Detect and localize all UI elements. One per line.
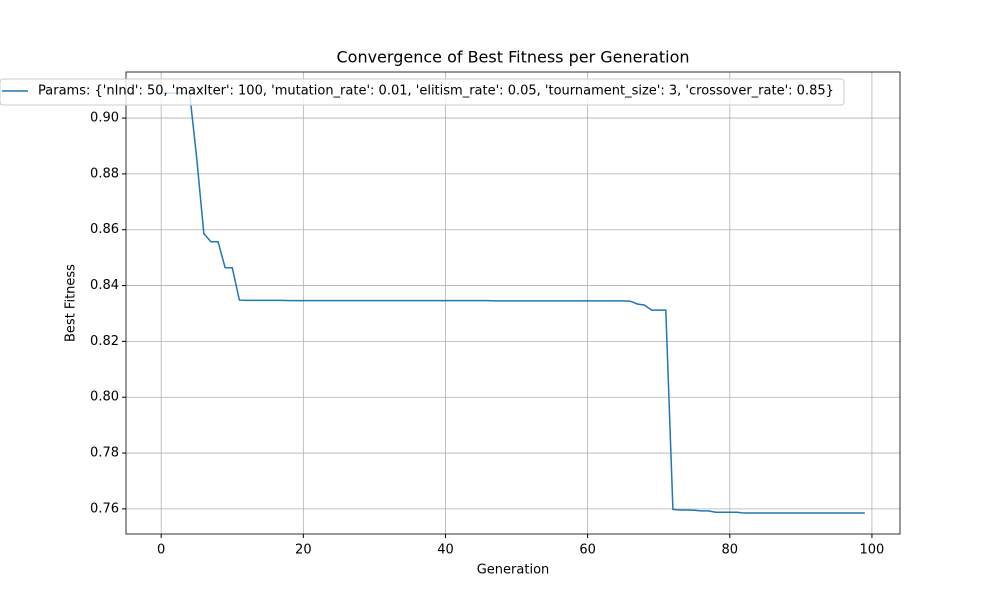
y-tick-label: 0.78 — [90, 446, 119, 461]
x-tick-label: 0 — [157, 543, 165, 558]
y-axis-label: Best Fitness — [64, 264, 79, 342]
y-tick-label: 0.86 — [90, 222, 119, 237]
line — [161, 92, 865, 514]
y-tick-label: 0.90 — [90, 111, 119, 126]
plot-frame — [125, 71, 901, 535]
x-tick-label: 20 — [295, 543, 312, 558]
chart-title: Convergence of Best Fitness per Generati… — [336, 48, 689, 67]
y-tick-label: 0.88 — [90, 166, 119, 181]
y-tick-label: 0.80 — [90, 390, 119, 405]
x-tick-label: 100 — [860, 543, 885, 558]
x-axis-label: Generation — [477, 563, 550, 578]
x-tick-label: 60 — [579, 543, 596, 558]
legend-label: Params: {'nInd': 50, 'maxIter': 100, 'mu… — [38, 84, 834, 99]
legend-box — [0, 78, 845, 106]
x-tick-label: 80 — [722, 543, 739, 558]
x-tick-label: 40 — [437, 543, 454, 558]
legend: Params: {'nInd': 50, 'maxIter': 100, 'mu… — [0, 78, 845, 106]
y-tick-label: 0.84 — [90, 278, 119, 293]
y-tick-label: 0.76 — [90, 501, 119, 516]
y-tick-label: 0.82 — [90, 334, 119, 349]
